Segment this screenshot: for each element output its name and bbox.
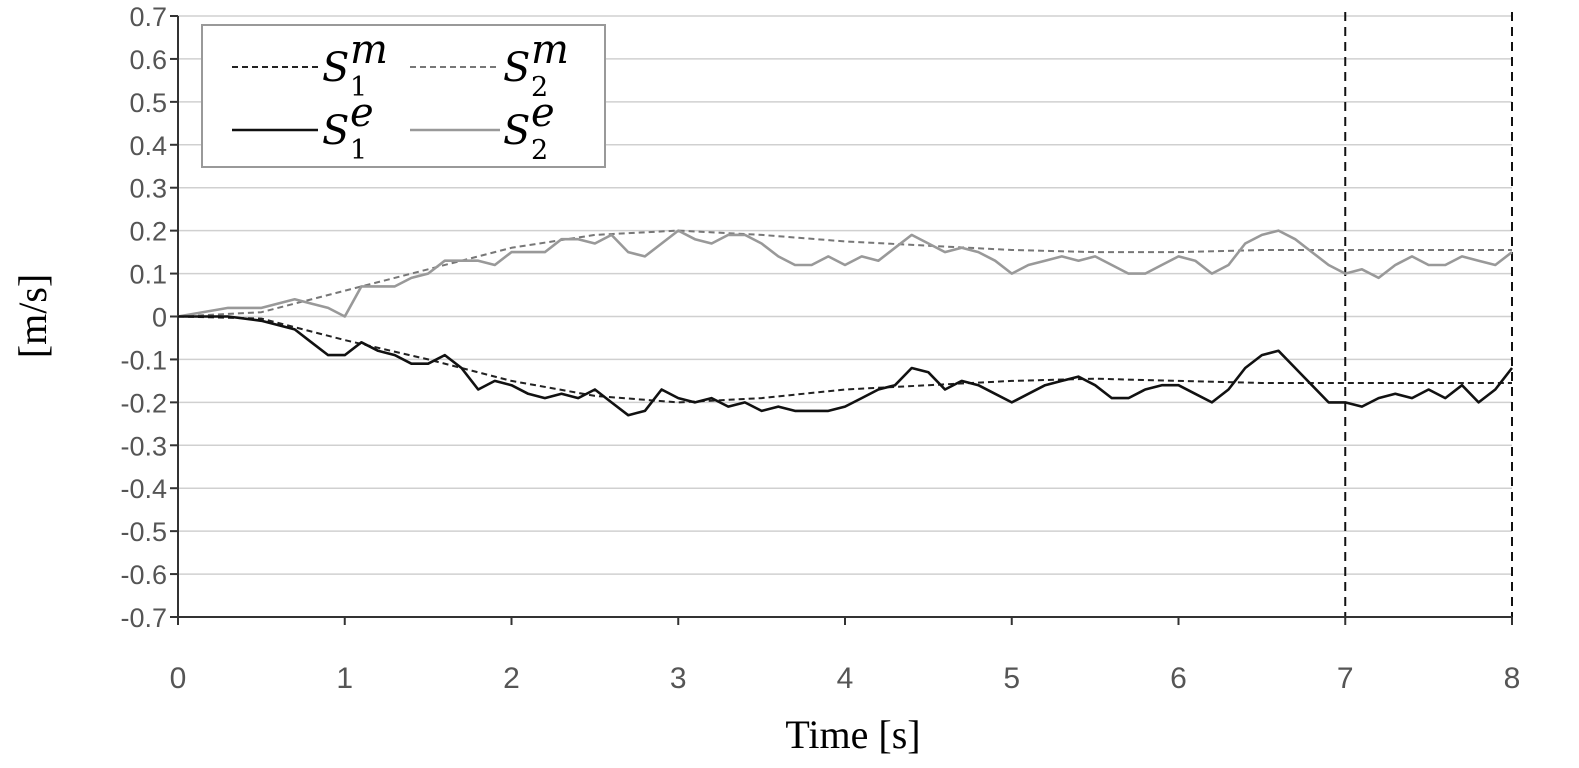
gridlines bbox=[178, 15, 1512, 618]
legend-superscript: e bbox=[350, 90, 374, 136]
legend-box bbox=[201, 24, 606, 168]
y-tick-label: -0.5 bbox=[120, 517, 167, 547]
legend-symbol: S bbox=[503, 45, 530, 91]
legend-subscript: 1 bbox=[350, 72, 367, 103]
y-tick-label: -0.6 bbox=[120, 560, 167, 590]
legend-subscript: 2 bbox=[531, 135, 548, 166]
y-tick-labels: 0.7 0.6 0.5 0.4 0.3 0.2 0.1 0 -0.1 -0.2 -0.3 -0.4 -0… bbox=[120, 2, 178, 633]
y-axis-title: [m/s] bbox=[10, 274, 55, 358]
y-tick-label: 0.1 bbox=[129, 260, 167, 290]
y-tick-label: 0.2 bbox=[129, 217, 167, 247]
y-tick-label: -0.2 bbox=[120, 388, 167, 418]
series-line-S1m bbox=[177, 315, 1512, 404]
y-tick-label: 0.3 bbox=[129, 174, 167, 204]
y-tick-label: -0.7 bbox=[120, 603, 167, 633]
legend-superscript: m bbox=[350, 27, 388, 73]
x-tick-label: 1 bbox=[336, 662, 353, 695]
x-tick-label: 4 bbox=[837, 662, 854, 695]
x-tick-label: 3 bbox=[670, 662, 687, 695]
x-tick-labels: 0 1 2 3 4 5 6 7 8 bbox=[170, 617, 1521, 695]
x-tick-label: 2 bbox=[503, 662, 520, 695]
x-tick-label: 7 bbox=[1337, 662, 1354, 695]
legend-symbol: S bbox=[503, 108, 530, 154]
legend-superscript: e bbox=[531, 90, 555, 136]
y-tick-label: -0.3 bbox=[120, 431, 167, 461]
y-tick-label: 0.5 bbox=[129, 88, 167, 118]
legend-superscript: m bbox=[531, 27, 569, 73]
y-tick-label: 0.7 bbox=[129, 2, 167, 32]
series-lines bbox=[177, 229, 1514, 417]
x-tick-label: 6 bbox=[1170, 662, 1187, 695]
legend-symbol: S bbox=[322, 108, 349, 154]
legend-symbol: S bbox=[322, 45, 349, 91]
legend-subscript: 1 bbox=[350, 135, 367, 166]
x-axis-title: Time [s] bbox=[785, 712, 920, 757]
x-tick-label: 8 bbox=[1504, 662, 1521, 695]
x-tick-label: 0 bbox=[170, 662, 187, 695]
y-tick-label: -0.1 bbox=[120, 345, 167, 375]
y-tick-label: 0.6 bbox=[129, 45, 167, 75]
x-tick-label: 5 bbox=[1003, 662, 1020, 695]
series-line-S1e bbox=[178, 315, 1514, 417]
series-line-S2m bbox=[177, 229, 1512, 318]
y-tick-label: 0 bbox=[152, 303, 167, 333]
vertical-markers bbox=[1344, 12, 1513, 617]
y-tick-label: 0.4 bbox=[129, 131, 167, 161]
y-tick-label: -0.4 bbox=[120, 474, 167, 504]
legend-subscript: 2 bbox=[531, 72, 548, 103]
series-line-S2e bbox=[177, 229, 1513, 318]
